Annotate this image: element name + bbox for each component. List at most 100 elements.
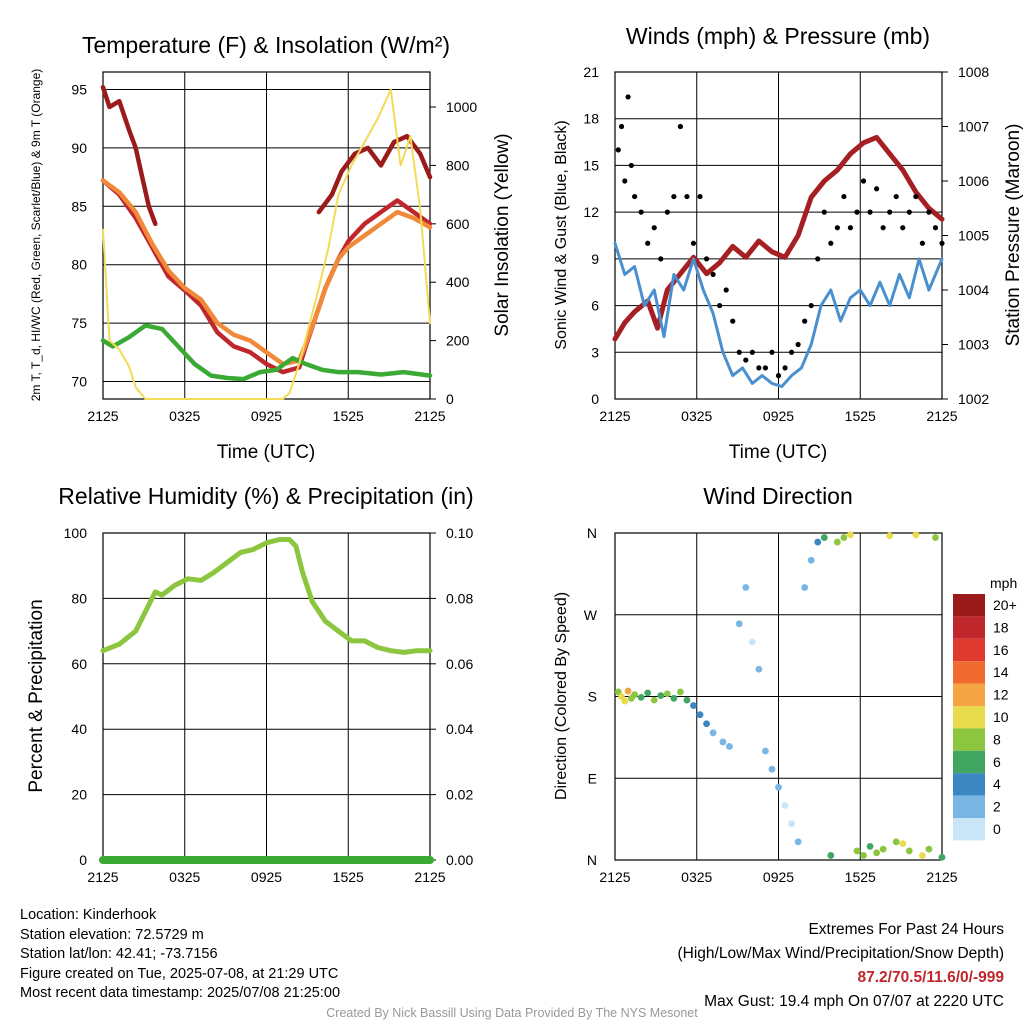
gust-point [645, 240, 651, 246]
direction-point [866, 842, 874, 850]
direction-point [794, 838, 802, 846]
gust-point [913, 193, 919, 200]
x-tick-label: 2125 [926, 869, 957, 885]
y-tick-label: E [588, 770, 597, 786]
y2-tick-label: 0.10 [446, 525, 473, 541]
winds-title: Winds (mph) & Pressure (mb) [626, 23, 930, 49]
y2-tick-label: 200 [446, 333, 470, 349]
y-tick-label: 75 [71, 315, 87, 331]
gust-point [926, 209, 932, 215]
gust-point [749, 349, 755, 355]
x-tick-label: 1525 [333, 869, 364, 885]
gust-point [677, 123, 684, 130]
legend-swatch [953, 750, 985, 774]
y-tick-label: 0 [79, 852, 87, 868]
direction-point [788, 820, 795, 828]
gust-point [690, 240, 697, 246]
legend-swatch [953, 728, 985, 751]
y-tick-label: 21 [583, 64, 599, 80]
winds-ylabel: Sonic Wind & Gust (Blue, Black) [553, 120, 570, 349]
wind-direction-panel: Wind Direction Direction (Colored By Spe… [553, 483, 1017, 885]
direction-point [814, 538, 822, 546]
direction-point [677, 688, 684, 696]
gust-point [717, 302, 723, 309]
gust-point [628, 162, 634, 169]
x-tick-label: 0925 [763, 869, 794, 885]
y-tick-label: 80 [71, 590, 87, 606]
station-info: Location: Kinderhook Station elevation: … [20, 906, 340, 1004]
y2-tick-label: 1007 [958, 119, 989, 135]
extremes-title: Extremes For Past 24 Hours [808, 921, 1004, 938]
wind-direction-ylabel: Direction (Colored By Speed) [553, 592, 570, 800]
direction-point [938, 853, 946, 861]
direction-point [703, 720, 710, 728]
gust-point [769, 349, 775, 355]
series-line-solar [102, 88, 431, 400]
temperature-xlabel: Time (UTC) [217, 442, 316, 463]
x-tick-label: 0325 [169, 869, 200, 885]
gust-point [651, 225, 657, 231]
gust-point [802, 318, 808, 324]
direction-point [833, 538, 841, 546]
direction-point [892, 838, 900, 846]
legend-label: 16 [993, 642, 1009, 658]
gust-point [638, 209, 644, 215]
series-line-scarlet [316, 133, 433, 215]
direction-point [775, 783, 782, 791]
direction-point [827, 852, 835, 859]
x-tick-label: 1525 [333, 408, 364, 424]
direction-point [748, 638, 756, 646]
x-tick-label: 2125 [926, 408, 957, 424]
direction-point [644, 689, 652, 697]
direction-point [637, 694, 645, 701]
direction-point [781, 802, 789, 809]
y2-tick-label: 1000 [446, 99, 477, 115]
legend-label: 20+ [993, 597, 1017, 613]
direction-point [912, 531, 920, 539]
direction-point [621, 697, 629, 705]
y2-tick-label: 0.04 [446, 721, 473, 737]
direction-point [886, 532, 894, 540]
pressure-ylabel: Station Pressure (Maroon) [1003, 124, 1024, 347]
gust-point [841, 193, 847, 200]
legend-label: 10 [993, 709, 1009, 725]
x-tick-label: 2125 [599, 408, 630, 424]
y-tick-label: 100 [64, 525, 88, 541]
y-tick-label: 0 [591, 391, 599, 407]
direction-point [840, 534, 848, 541]
gust-point [622, 178, 628, 184]
direction-point [726, 743, 733, 750]
legend-swatch [953, 638, 985, 662]
temperature-title: Temperature (F) & Insolation (W/m²) [82, 32, 450, 58]
direction-point [690, 702, 697, 709]
y-tick-label: 6 [591, 298, 599, 314]
station-location: Location: Kinderhook [20, 907, 157, 923]
gust-point [736, 349, 742, 355]
y-tick-label: 95 [71, 82, 87, 98]
x-tick-label: 0925 [251, 408, 282, 424]
y2-tick-label: 0.06 [446, 656, 473, 672]
humidity-ylabel: Percent & Precipitation [26, 599, 47, 792]
series-line-wind [613, 241, 944, 388]
gust-point [684, 193, 690, 200]
gust-point [664, 209, 670, 215]
legend-swatch [953, 594, 985, 617]
gust-point [821, 209, 827, 215]
y-tick-label: 18 [583, 111, 599, 127]
y-tick-label: 85 [71, 198, 87, 214]
series-line-dewpoint [100, 323, 433, 382]
gust-point [703, 256, 710, 262]
gust-point [710, 271, 716, 278]
y-tick-label: W [584, 607, 598, 623]
gust-point [762, 365, 769, 371]
gust-point [775, 373, 782, 379]
direction-point [735, 620, 743, 628]
direction-point [709, 729, 717, 737]
figure: Temperature (F) & Insolation (W/m²) Time… [26, 23, 1024, 885]
y2-tick-label: 1002 [958, 391, 989, 407]
temperature-panel: Temperature (F) & Insolation (W/m²) Time… [29, 32, 513, 463]
gust-point [697, 193, 703, 200]
y2-tick-label: 1004 [958, 282, 989, 298]
y2-tick-label: 0.08 [446, 590, 473, 606]
direction-point [905, 847, 913, 855]
